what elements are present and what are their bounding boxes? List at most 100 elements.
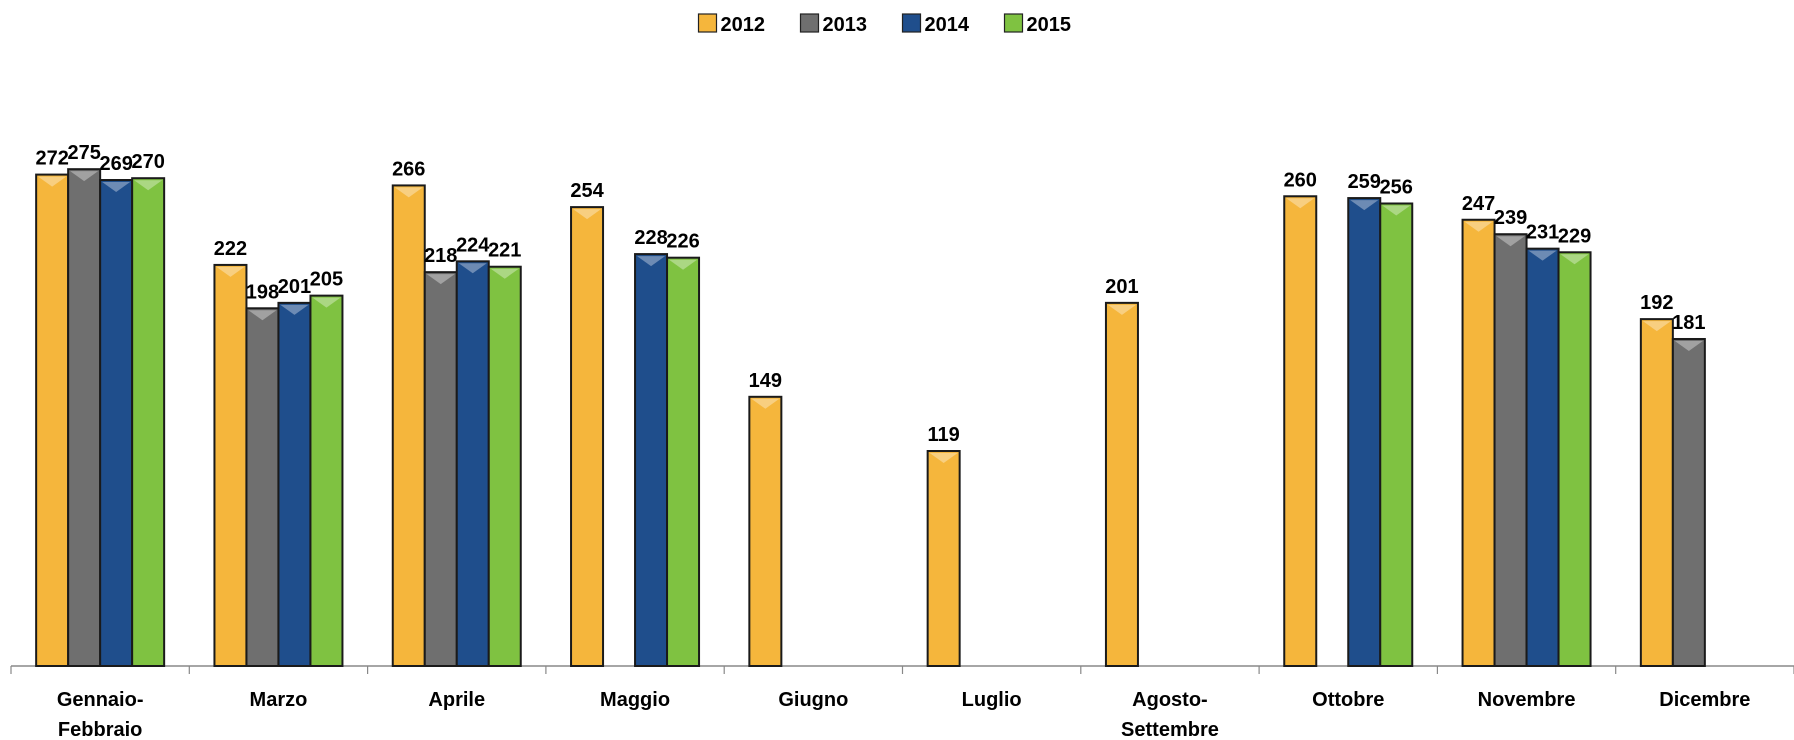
x-tick-label: Dicembre [1659, 689, 1750, 711]
bar-bevel [573, 209, 602, 220]
data-label: 192 [1640, 292, 1673, 314]
bar [1557, 251, 1592, 667]
x-tick-label: Marzo [250, 689, 308, 711]
bar-bevel [280, 304, 309, 315]
x-tick-label: Ottobre [1312, 689, 1384, 711]
bar-bevel [1528, 250, 1557, 261]
bar [1379, 202, 1414, 667]
bar-bevel [637, 256, 666, 267]
bar-bevel [248, 310, 277, 321]
data-label: 226 [666, 231, 699, 253]
bar [423, 271, 458, 667]
bar [1104, 301, 1139, 667]
bar [1461, 218, 1496, 667]
data-label: 201 [1105, 276, 1138, 298]
bar-bevel [394, 187, 423, 198]
data-label: 269 [99, 153, 132, 175]
data-label: 239 [1494, 207, 1527, 229]
x-tick-label: Maggio [600, 689, 670, 711]
bar-bevel [490, 268, 519, 279]
bar-bevel [102, 182, 131, 193]
data-label: 270 [131, 151, 164, 173]
data-label: 260 [1284, 169, 1317, 191]
data-label: 224 [456, 234, 490, 256]
data-label: 254 [570, 180, 604, 202]
bar-bevel [1350, 200, 1379, 211]
bar [277, 301, 312, 667]
bar [926, 450, 961, 667]
data-label: 259 [1348, 171, 1381, 193]
bar-bevel [216, 266, 245, 277]
bar-bevel [38, 176, 67, 187]
x-tick-label: Agosto-Settembre [1121, 689, 1219, 740]
x-tick-label: Gennaio-Febbraio [57, 689, 144, 740]
bar-bevel [1496, 236, 1525, 247]
bar-bevel [1642, 321, 1671, 332]
data-label: 266 [392, 158, 425, 180]
bar-bevel [70, 171, 99, 182]
bar [309, 294, 344, 667]
legend-swatch [901, 13, 922, 33]
data-label: 222 [214, 238, 247, 260]
data-label: 272 [35, 148, 68, 170]
legend-swatch [697, 13, 718, 33]
legend-label: 2015 [1027, 14, 1072, 36]
bar-bevel [458, 263, 487, 274]
bar-bevel [134, 180, 163, 191]
bar [67, 168, 102, 668]
bar [245, 307, 280, 667]
bar [1639, 318, 1674, 667]
legend-label: 2013 [823, 14, 868, 36]
bar [391, 184, 426, 667]
data-label: 247 [1462, 193, 1495, 215]
bar [748, 395, 783, 667]
bar [1283, 195, 1318, 667]
data-label: 229 [1558, 225, 1591, 247]
bar [1493, 233, 1528, 667]
bar [99, 179, 134, 668]
data-label: 256 [1380, 176, 1413, 198]
bar [131, 177, 166, 667]
bar [634, 253, 669, 668]
data-label: 205 [310, 269, 343, 291]
data-label: 181 [1672, 312, 1705, 334]
bar [213, 263, 248, 667]
legend-swatch [1003, 13, 1024, 33]
bar-bevel [1382, 205, 1411, 216]
data-label: 201 [278, 276, 311, 298]
bar-bevel [1560, 254, 1589, 265]
bar [570, 206, 605, 668]
bar [487, 265, 522, 667]
bar-bevel [1674, 340, 1703, 351]
bar-bevel [312, 297, 341, 308]
bar [35, 173, 70, 667]
bar [1525, 247, 1560, 667]
bar [1671, 337, 1706, 667]
bar [455, 260, 490, 667]
data-label: 228 [634, 227, 667, 249]
bar-bevel [1464, 221, 1493, 232]
x-tick-label: Giugno [778, 689, 848, 711]
bar-bevel [929, 453, 958, 464]
legend-swatch [799, 13, 820, 33]
bar [1347, 197, 1382, 667]
x-tick-label: Novembre [1478, 689, 1576, 711]
data-label: 119 [928, 424, 960, 446]
bar-bevel [426, 274, 455, 285]
bar-bevel [751, 398, 780, 409]
bar [666, 256, 701, 667]
data-label: 275 [67, 142, 100, 164]
data-label: 218 [424, 245, 457, 267]
data-label: 149 [749, 370, 782, 392]
data-label: 221 [488, 240, 521, 262]
bar-bevel [669, 259, 698, 270]
bar-bevel [1286, 198, 1315, 209]
data-label: 231 [1526, 222, 1559, 244]
bar-bevel [1107, 304, 1136, 315]
x-tick-label: Luglio [962, 689, 1022, 711]
x-tick-label: Aprile [428, 689, 485, 711]
legend-label: 2014 [925, 14, 970, 36]
data-label: 198 [246, 281, 279, 303]
legend-label: 2012 [721, 14, 766, 36]
